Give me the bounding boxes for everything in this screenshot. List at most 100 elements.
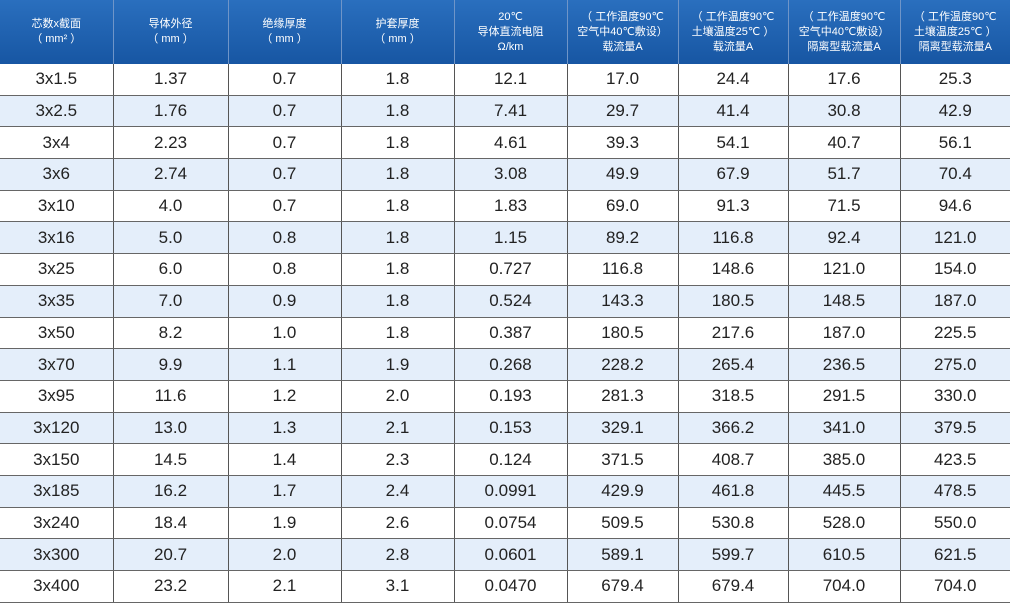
table-cell: 3x1.5 bbox=[0, 64, 114, 96]
table-cell: 530.8 bbox=[678, 507, 789, 540]
table-row: 3x400 23.2 2.1 3.1 0.0470 679.4 679.4 704.0 704.… bbox=[0, 570, 1010, 603]
table-cell: 29.7 bbox=[567, 95, 679, 128]
table-cell: 1.8 bbox=[341, 317, 455, 350]
table-cell: 0.8 bbox=[228, 253, 342, 286]
table-cell: 610.5 bbox=[788, 538, 901, 571]
table-cell: 318.5 bbox=[678, 380, 789, 413]
table-cell: 509.5 bbox=[567, 507, 679, 540]
table-cell: 39.3 bbox=[567, 126, 679, 160]
table-cell: 3x35 bbox=[0, 285, 114, 318]
table-cell: 2.4 bbox=[341, 475, 455, 508]
table-cell: 291.5 bbox=[788, 380, 901, 413]
table-cell: 217.6 bbox=[678, 317, 789, 350]
table-cell: 281.3 bbox=[567, 380, 679, 413]
table-cell: 3x10 bbox=[0, 190, 114, 223]
table-cell: 679.4 bbox=[678, 570, 789, 603]
table-cell: 70.4 bbox=[900, 158, 1010, 191]
table-cell: 0.7 bbox=[228, 64, 342, 96]
header-line: 载流量A bbox=[712, 40, 754, 53]
table-cell: 3x150 bbox=[0, 443, 114, 476]
table-cell: 2.0 bbox=[341, 380, 455, 413]
header-line: 芯数x截面 bbox=[31, 18, 82, 30]
table-cell: 8.2 bbox=[113, 317, 229, 350]
table-cell: 0.153 bbox=[454, 412, 568, 445]
table-cell: 0.124 bbox=[454, 443, 568, 476]
table-cell: 265.4 bbox=[678, 348, 789, 381]
table-cell: 599.7 bbox=[678, 538, 789, 571]
header-line: 隔离型载流量A bbox=[918, 40, 992, 53]
header-line: 20℃ bbox=[498, 10, 523, 23]
table-cell: 148.5 bbox=[788, 285, 901, 318]
header-line: （ mm² ） bbox=[31, 33, 82, 45]
header-line: （ mm ） bbox=[374, 33, 421, 45]
table-cell: 4.0 bbox=[113, 190, 229, 223]
table-cell: 121.0 bbox=[900, 221, 1010, 255]
header-line: 空气中40℃敷设） bbox=[798, 25, 890, 38]
table-cell: 71.5 bbox=[788, 190, 901, 223]
table-cell: 6.0 bbox=[113, 253, 229, 286]
table-cell: 0.0754 bbox=[454, 507, 568, 540]
table-cell: 2.6 bbox=[341, 507, 455, 540]
table-cell: 7.41 bbox=[454, 95, 568, 128]
table-cell: 3x2.5 bbox=[0, 95, 114, 128]
table-row: 3x6 2.74 0.7 1.8 3.08 49.9 67.9 51.7 70.4 bbox=[0, 158, 1010, 191]
header-cell: 绝缘厚度 （ mm ） bbox=[228, 0, 342, 64]
table-cell: 2.0 bbox=[228, 538, 342, 571]
table-cell: 371.5 bbox=[567, 443, 679, 476]
table-cell: 408.7 bbox=[678, 443, 789, 476]
table-cell: 41.4 bbox=[678, 95, 789, 128]
table-cell: 379.5 bbox=[900, 412, 1010, 445]
header-line: 隔离型载流量A bbox=[807, 40, 881, 53]
table-cell: 528.0 bbox=[788, 507, 901, 540]
table-row: 3x2.5 1.76 0.7 1.8 7.41 29.7 41.4 30.8 42.9 bbox=[0, 95, 1010, 128]
table-cell: 0.7 bbox=[228, 126, 342, 160]
table-body: 3x1.5 1.37 0.7 1.8 12.1 17.0 24.4 17.6 25.3 3x2.5… bbox=[0, 64, 1010, 603]
table-cell: 116.8 bbox=[567, 253, 679, 286]
table-cell: 1.83 bbox=[454, 190, 568, 223]
table-cell: 3.1 bbox=[341, 570, 455, 603]
table-cell: 423.5 bbox=[900, 443, 1010, 476]
table-cell: 225.5 bbox=[900, 317, 1010, 350]
table-cell: 180.5 bbox=[567, 317, 679, 350]
table-cell: 1.2 bbox=[228, 380, 342, 413]
table-cell: 143.3 bbox=[567, 285, 679, 318]
table-row: 3x300 20.7 2.0 2.8 0.0601 589.1 599.7 610.5 621.… bbox=[0, 538, 1010, 571]
header-line: 导体直流电阻 bbox=[477, 25, 544, 38]
table-cell: 2.23 bbox=[113, 126, 229, 160]
table-cell: 116.8 bbox=[678, 221, 789, 255]
header-line: Ω/km bbox=[497, 40, 524, 53]
table-row: 3x120 13.0 1.3 2.1 0.153 329.1 366.2 341.0 379.5 bbox=[0, 412, 1010, 445]
table-cell: 1.8 bbox=[341, 190, 455, 223]
table-cell: 0.524 bbox=[454, 285, 568, 318]
table-cell: 11.6 bbox=[113, 380, 229, 413]
header-row: 芯数x截面 （ mm² ） 导体外径 （ mm ） 绝缘厚度 （ mm ） 护套厚度 （ mm… bbox=[0, 0, 1010, 64]
table-row: 3x4 2.23 0.7 1.8 4.61 39.3 54.1 40.7 56.1 bbox=[0, 126, 1010, 160]
table-cell: 187.0 bbox=[788, 317, 901, 350]
table-cell: 1.8 bbox=[341, 221, 455, 255]
table-row: 3x150 14.5 1.4 2.3 0.124 371.5 408.7 385.0 423.5 bbox=[0, 443, 1010, 476]
table-cell: 366.2 bbox=[678, 412, 789, 445]
table-cell: 1.9 bbox=[341, 348, 455, 381]
table-cell: 0.0470 bbox=[454, 570, 568, 603]
header-line: （ mm ） bbox=[147, 33, 194, 45]
header-cell: （ 工作温度90℃ 空气中40℃敷设） 载流量A bbox=[567, 0, 679, 64]
table-cell: 69.0 bbox=[567, 190, 679, 223]
table-cell: 1.7 bbox=[228, 475, 342, 508]
table-cell: 23.2 bbox=[113, 570, 229, 603]
table-cell: 1.8 bbox=[341, 95, 455, 128]
table-cell: 275.0 bbox=[900, 348, 1010, 381]
table-cell: 1.4 bbox=[228, 443, 342, 476]
table-cell: 0.268 bbox=[454, 348, 568, 381]
header-line: 导体外径 bbox=[148, 18, 193, 30]
table-cell: 4.61 bbox=[454, 126, 568, 160]
header-line: （ mm ） bbox=[261, 33, 308, 45]
table-cell: 429.9 bbox=[567, 475, 679, 508]
table-cell: 2.74 bbox=[113, 158, 229, 191]
table-cell: 91.3 bbox=[678, 190, 789, 223]
table-cell: 89.2 bbox=[567, 221, 679, 255]
table-row: 3x16 5.0 0.8 1.8 1.15 89.2 116.8 92.4 121.0 bbox=[0, 221, 1010, 255]
table-cell: 478.5 bbox=[900, 475, 1010, 508]
header-line: （ 工作温度90℃ bbox=[691, 10, 775, 23]
table-cell: 3x50 bbox=[0, 317, 114, 350]
table-header: 芯数x截面 （ mm² ） 导体外径 （ mm ） 绝缘厚度 （ mm ） 护套厚度 （ mm… bbox=[0, 0, 1010, 64]
